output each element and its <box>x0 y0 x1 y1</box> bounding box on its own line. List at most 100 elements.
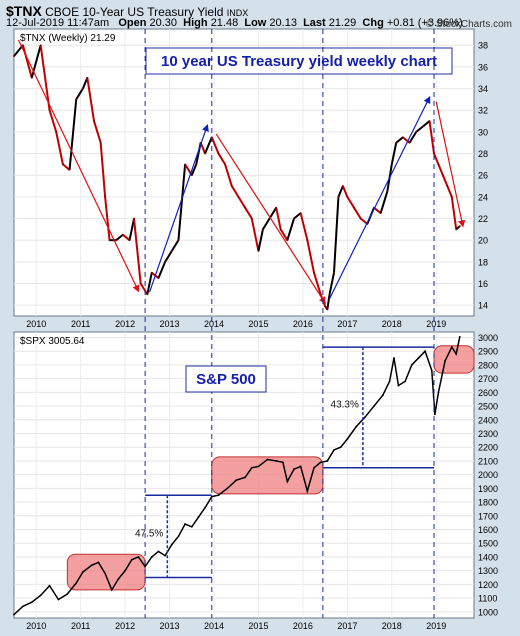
tnx-data-point <box>146 293 149 296</box>
tnx-price-segment <box>275 207 282 230</box>
tnx-data-point <box>446 185 449 187</box>
tnx-data-point <box>353 206 355 209</box>
tnx-legend: $TNX (Weekly) 21.29 <box>20 33 116 44</box>
tnx-data-point <box>128 239 131 242</box>
tnx-price-segment <box>128 218 135 241</box>
down-arrow-trend <box>17 39 140 293</box>
measure-label: 43.3% <box>331 399 359 410</box>
tnx-data-point <box>324 305 327 308</box>
spx-data-point <box>433 413 436 416</box>
tnx-data-point <box>164 260 167 263</box>
tnx-data-point <box>326 308 329 311</box>
tnx-data-point <box>237 195 240 198</box>
spx-data-point <box>190 525 193 528</box>
low-value: 20.13 <box>269 17 297 29</box>
tnx-price-segment <box>139 282 149 295</box>
spx-data-point <box>364 416 367 418</box>
low-label: Low <box>244 17 267 29</box>
tnx-price-segment <box>250 218 260 252</box>
tnx-price-segment <box>313 272 322 295</box>
credit: © StockCharts.com <box>425 19 512 30</box>
spx-data-point <box>13 613 15 616</box>
tnx-data-point <box>121 233 124 236</box>
tnx-data-point <box>170 250 173 252</box>
tnx-data-point <box>415 130 418 133</box>
tnx-data-point <box>306 239 309 242</box>
tnx-xtick-label: 2011 <box>71 319 90 329</box>
tnx-data-point <box>108 239 111 242</box>
tnx-price-segment <box>326 294 331 310</box>
tnx-ytick-label: 22 <box>478 214 488 224</box>
spx-data-point <box>250 466 253 469</box>
spx-ytick-label: 2500 <box>478 402 498 412</box>
tnx-price-segment <box>346 196 355 209</box>
tnx-data-point <box>333 271 335 274</box>
spx-data-point <box>430 369 433 372</box>
spx-data-point <box>81 571 84 573</box>
tnx-price-segment <box>328 272 335 295</box>
tnx-ytick-label: 18 <box>478 257 488 267</box>
tnx-price-segment <box>146 272 153 295</box>
tnx-data-point <box>313 271 315 274</box>
tnx-ytick-label: 26 <box>478 171 488 181</box>
tnx-ytick-label: 16 <box>478 279 488 289</box>
tnx-data-point <box>455 228 458 231</box>
spx-data-point <box>204 506 207 509</box>
spx-xtick-label: 2012 <box>115 621 135 631</box>
spx-data-point <box>355 425 358 428</box>
tnx-data-point <box>133 217 135 220</box>
tnx-price-segment <box>21 44 33 78</box>
tnx-price-segment <box>39 45 51 111</box>
spx-data-point <box>150 556 153 558</box>
tnx-data-point <box>401 136 404 139</box>
tnx-price-segment <box>428 120 435 154</box>
tnx-price-segment <box>408 131 418 144</box>
tnx-price-segment <box>93 120 102 144</box>
spx-data-point <box>177 535 180 538</box>
spx-data-point <box>388 380 391 383</box>
tnx-data-point <box>86 76 89 79</box>
spx-data-point <box>373 405 375 407</box>
down-arrow-trend <box>435 101 466 228</box>
tnx-price-segment <box>402 136 411 144</box>
spx-ytick-label: 2800 <box>478 360 498 370</box>
tnx-data-point <box>421 125 424 128</box>
spx-data-point <box>104 572 107 575</box>
spx-ytick-label: 2100 <box>478 456 498 466</box>
spx-data-point <box>281 461 284 464</box>
spx-ytick-label: 1700 <box>478 511 498 521</box>
spx-ytick-label: 1600 <box>478 525 498 535</box>
tnx-data-point <box>257 250 260 252</box>
spx-data-point <box>21 605 24 608</box>
spx-data-point <box>110 588 113 591</box>
tnx-price-segment <box>268 207 278 220</box>
tnx-price-segment <box>217 153 226 165</box>
tnx-price-segment <box>437 163 444 176</box>
spx-data-point <box>164 554 167 557</box>
spx-ytick-label: 1900 <box>478 484 498 494</box>
tnx-price-segment <box>210 136 220 154</box>
tnx-price-segment <box>306 239 315 273</box>
spx-ytick-label: 1200 <box>478 580 498 590</box>
tnx-title: 10 year US Treasury yield weekly chart <box>161 53 437 70</box>
chart-header-title: $TNX CBOE 10-Year US Treasury Yield INDX <box>6 3 248 19</box>
tnx-data-point <box>104 195 107 198</box>
spx-data-point <box>455 353 458 355</box>
tnx-xtick-label: 2019 <box>426 319 446 329</box>
tnx-price-segment <box>81 77 89 89</box>
tnx-price-segment <box>244 207 253 220</box>
spx-data-point <box>339 446 342 449</box>
tnx-ytick-label: 30 <box>478 127 488 137</box>
tnx-ytick-label: 32 <box>478 106 488 116</box>
tnx-data-point <box>115 239 118 242</box>
tnx-price-segment <box>390 142 398 165</box>
tnx-price-segment <box>441 174 449 187</box>
symbol: $TNX <box>6 3 42 19</box>
tnx-data-point <box>68 168 71 171</box>
tnx-data-point <box>337 195 340 198</box>
tnx-data-point <box>157 277 160 279</box>
tnx-price-segment <box>373 206 382 214</box>
spx-data-point <box>144 565 147 568</box>
